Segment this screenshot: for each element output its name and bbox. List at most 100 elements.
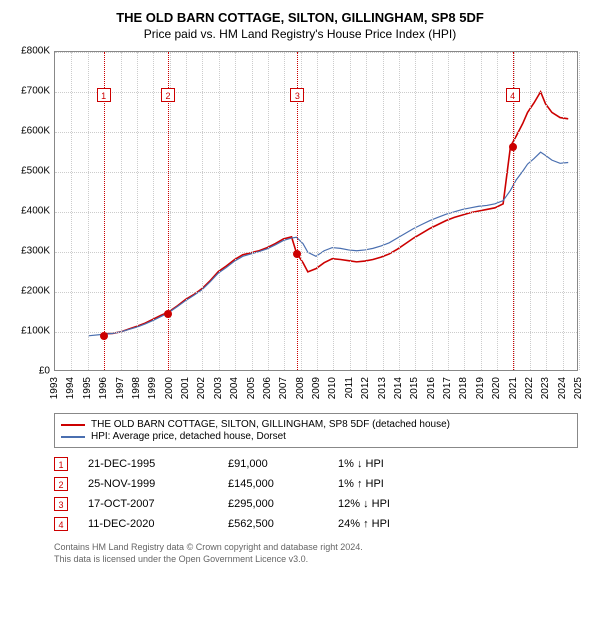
x-axis-label: 2002	[196, 377, 207, 399]
x-gridline	[252, 52, 253, 370]
chart-container: THE OLD BARN COTTAGE, SILTON, GILLINGHAM…	[0, 0, 600, 573]
legend-swatch	[61, 424, 85, 426]
x-axis-label: 2014	[393, 377, 404, 399]
y-axis-label: £500K	[21, 166, 50, 177]
y-gridline	[55, 332, 577, 333]
x-gridline	[88, 52, 89, 370]
event-row: 4 11-DEC-2020£562,50024% ↑ HPI	[54, 514, 578, 534]
event-price: £562,500	[228, 518, 338, 530]
event-date: 17-OCT-2007	[88, 498, 228, 510]
event-date: 21-DEC-1995	[88, 458, 228, 470]
x-axis-label: 2003	[213, 377, 224, 399]
x-axis-label: 2004	[229, 377, 240, 399]
event-marker-box: 4	[506, 88, 520, 102]
x-gridline	[350, 52, 351, 370]
x-gridline	[530, 52, 531, 370]
y-gridline	[55, 292, 577, 293]
x-axis-label: 2016	[426, 377, 437, 399]
x-axis-label: 2012	[360, 377, 371, 399]
x-axis-label: 2009	[311, 377, 322, 399]
legend-item: HPI: Average price, detached house, Dors…	[61, 431, 571, 442]
x-axis-label: 2011	[344, 377, 355, 399]
event-price: £91,000	[228, 458, 338, 470]
event-delta: 24% ↑ HPI	[338, 518, 438, 530]
x-axis-label: 1996	[98, 377, 109, 399]
y-gridline	[55, 252, 577, 253]
y-axis-label: £300K	[21, 246, 50, 257]
event-price: £295,000	[228, 498, 338, 510]
x-axis-label: 2007	[278, 377, 289, 399]
x-axis-label: 2018	[458, 377, 469, 399]
chart-area: 1234 £0£100K£200K£300K£400K£500K£600K£70…	[12, 47, 588, 407]
plot-box: 1234	[54, 51, 578, 371]
x-gridline	[317, 52, 318, 370]
x-axis-label: 1994	[65, 377, 76, 399]
event-number: 3	[54, 497, 68, 511]
x-axis-label: 1999	[147, 377, 158, 399]
x-gridline	[563, 52, 564, 370]
y-axis-label: £400K	[21, 206, 50, 217]
x-axis-label: 2015	[409, 377, 420, 399]
x-axis-label: 1997	[115, 377, 126, 399]
event-marker-box: 2	[161, 88, 175, 102]
x-gridline	[399, 52, 400, 370]
x-gridline	[153, 52, 154, 370]
x-axis-label: 1995	[82, 377, 93, 399]
x-gridline	[464, 52, 465, 370]
event-number: 4	[54, 517, 68, 531]
footer-line-2: This data is licensed under the Open Gov…	[54, 554, 588, 566]
x-axis-label: 2006	[262, 377, 273, 399]
event-date: 11-DEC-2020	[88, 518, 228, 530]
x-axis-label: 2020	[491, 377, 502, 399]
event-date: 25-NOV-1999	[88, 478, 228, 490]
y-gridline	[55, 212, 577, 213]
x-gridline	[432, 52, 433, 370]
x-gridline	[186, 52, 187, 370]
x-gridline	[383, 52, 384, 370]
x-gridline	[481, 52, 482, 370]
x-axis-label: 2022	[524, 377, 535, 399]
x-axis-label: 2000	[164, 377, 175, 399]
chart-title: THE OLD BARN COTTAGE, SILTON, GILLINGHAM…	[12, 10, 588, 25]
sale-marker	[100, 332, 108, 340]
y-axis-label: £800K	[21, 46, 50, 57]
x-axis-label: 2005	[246, 377, 257, 399]
x-axis-label: 2024	[557, 377, 568, 399]
y-gridline	[55, 132, 577, 133]
footer: Contains HM Land Registry data © Crown c…	[54, 542, 588, 565]
x-axis-label: 1998	[131, 377, 142, 399]
chart-lines	[55, 52, 577, 370]
event-delta: 1% ↓ HPI	[338, 458, 438, 470]
x-gridline	[415, 52, 416, 370]
x-gridline	[366, 52, 367, 370]
chart-subtitle: Price paid vs. HM Land Registry's House …	[12, 27, 588, 41]
legend-swatch	[61, 436, 85, 438]
events-table: 121-DEC-1995£91,0001% ↓ HPI225-NOV-1999£…	[54, 454, 578, 534]
x-gridline	[497, 52, 498, 370]
event-row: 225-NOV-1999£145,0001% ↑ HPI	[54, 474, 578, 494]
y-gridline	[55, 172, 577, 173]
x-gridline	[137, 52, 138, 370]
x-gridline	[546, 52, 547, 370]
y-axis-label: £700K	[21, 86, 50, 97]
event-delta: 12% ↓ HPI	[338, 498, 438, 510]
x-axis-label: 2017	[442, 377, 453, 399]
x-axis-label: 2013	[377, 377, 388, 399]
event-price: £145,000	[228, 478, 338, 490]
x-gridline	[202, 52, 203, 370]
legend-label: THE OLD BARN COTTAGE, SILTON, GILLINGHAM…	[91, 419, 450, 430]
y-gridline	[55, 52, 577, 53]
legend-label: HPI: Average price, detached house, Dors…	[91, 431, 286, 442]
sale-marker	[293, 250, 301, 258]
event-number: 2	[54, 477, 68, 491]
x-axis-label: 2001	[180, 377, 191, 399]
y-axis-label: £200K	[21, 286, 50, 297]
x-gridline	[235, 52, 236, 370]
y-gridline	[55, 92, 577, 93]
legend: THE OLD BARN COTTAGE, SILTON, GILLINGHAM…	[54, 413, 578, 448]
y-axis-label: £0	[39, 366, 50, 377]
event-row: 3 17-OCT-2007£295,00012% ↓ HPI	[54, 494, 578, 514]
sale-marker	[509, 143, 517, 151]
x-gridline	[268, 52, 269, 370]
event-marker-box: 1	[97, 88, 111, 102]
